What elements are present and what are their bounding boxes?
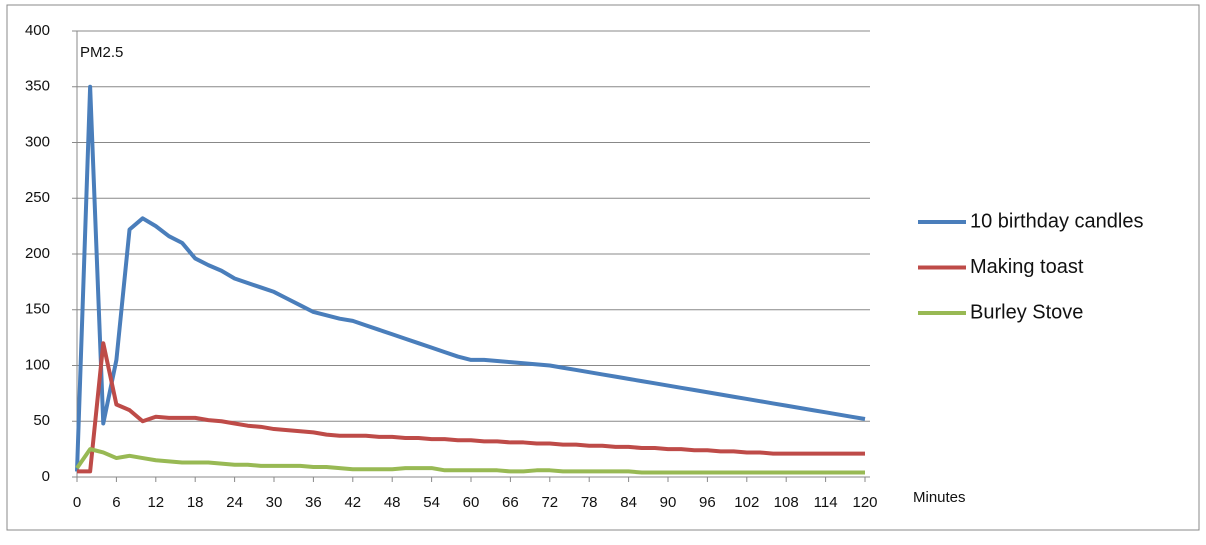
x-tick-label: 108 (774, 494, 799, 511)
x-tick-label: 0 (73, 494, 81, 511)
legend-label: 10 birthday candles (970, 210, 1143, 232)
legend-label: Burley Stove (970, 301, 1083, 323)
x-tick-label: 12 (147, 494, 164, 511)
x-tick-label: 66 (502, 494, 519, 511)
x-tick-label: 18 (187, 494, 204, 511)
x-tick-label: 54 (423, 494, 440, 511)
annotation: PM2.5 (80, 44, 123, 61)
x-tick-label: 90 (660, 494, 677, 511)
y-tick-label: 300 (25, 133, 50, 150)
series-line (77, 341, 865, 474)
x-tick-label: 6 (112, 494, 120, 511)
x-tick-label: 36 (305, 494, 322, 511)
x-tick-label: 78 (581, 494, 598, 511)
x-tick-label: 84 (620, 494, 637, 511)
y-tick-label: 400 (25, 22, 50, 39)
x-tick-label: 60 (463, 494, 480, 511)
x-tick-label: 72 (541, 494, 558, 511)
x-tick-label: 30 (266, 494, 283, 511)
x-tick-label: 102 (734, 494, 759, 511)
x-axis-label: Minutes (913, 489, 966, 506)
x-tick-label: 120 (852, 494, 877, 511)
chart-frame (6, 4, 1200, 531)
x-tick-label: 24 (226, 494, 243, 511)
y-tick-label: 100 (25, 356, 50, 373)
x-tick-label: 48 (384, 494, 401, 511)
x-tick-label: 114 (814, 494, 838, 511)
legend-label: Making toast (970, 256, 1084, 278)
y-tick-label: 50 (33, 412, 50, 429)
series-line (75, 447, 865, 475)
y-tick-label: 0 (42, 468, 50, 485)
y-tick-label: 350 (25, 78, 50, 95)
y-tick-label: 250 (25, 189, 50, 206)
series-line (75, 84, 866, 472)
x-tick-label: 42 (344, 494, 361, 511)
y-tick-label: 150 (25, 301, 50, 318)
y-tick-label: 200 (25, 245, 50, 262)
x-tick-label: 96 (699, 494, 716, 511)
